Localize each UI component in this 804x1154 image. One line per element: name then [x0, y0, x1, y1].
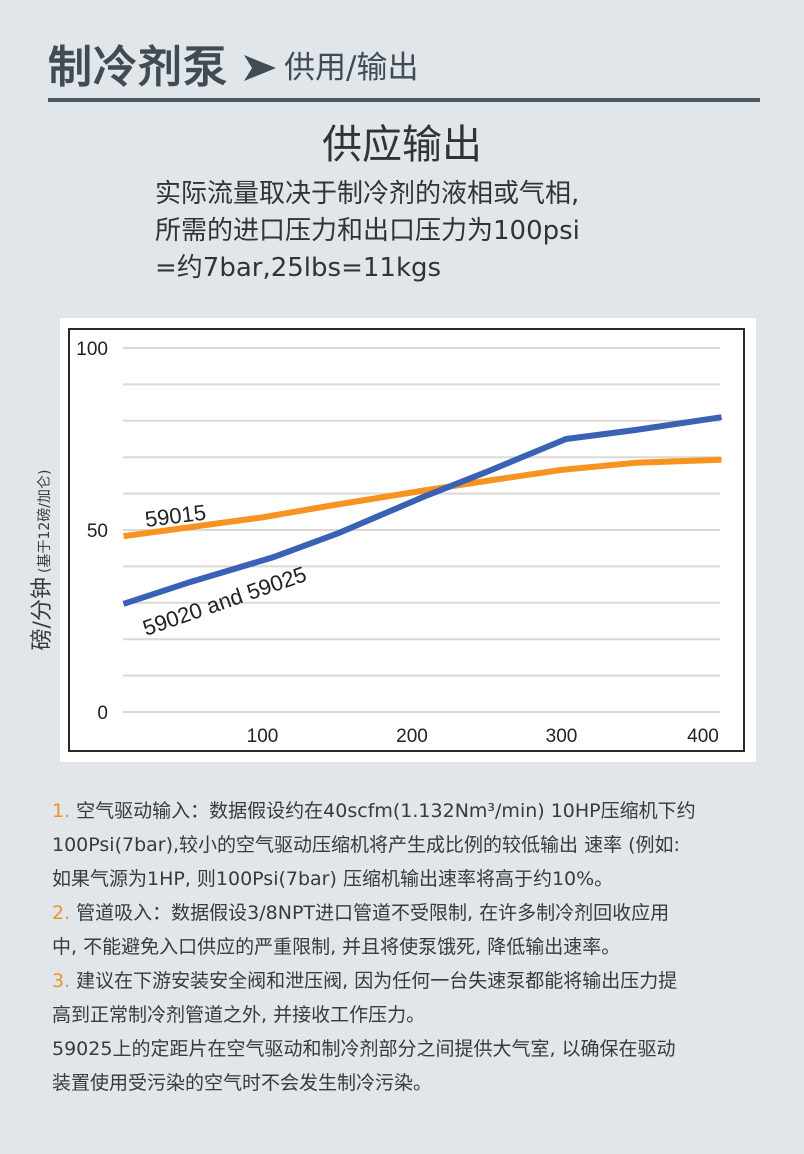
note-number: 1. — [52, 800, 77, 822]
x-tick-label: 200 — [396, 726, 428, 747]
note-text: 59025上的定距片在空气驱动和制冷剂部分之间提供大气室, 以确保在驱动 — [52, 1038, 676, 1060]
note-line: 装置使用受污染的空气时不会发生制冷污染。 — [52, 1066, 772, 1100]
y-axis-label-note: (基于12磅/加仑) — [37, 469, 53, 574]
header-title: 制冷剂泵 — [48, 42, 228, 93]
note-line: 高到正常制冷剂管道之外, 并接收工作压力。 — [52, 998, 772, 1032]
y-tick-label: 50 — [87, 521, 108, 542]
note-text: 中, 不能避免入口供应的严重限制, 并且将使泵饿死, 降低输出速率。 — [52, 936, 621, 958]
x-tick-label: 400 — [687, 726, 719, 747]
page-header: 制冷剂泵 供用/输出 — [48, 36, 760, 100]
note-line: 100Psi(7bar),较小的空气驱动压缩机将产生成比例的较低输出 速率 (例… — [52, 828, 772, 862]
chart-card: 0 50 100 100 200 300 400 59015 59020 and 59025 — [60, 318, 756, 762]
chart-frame — [68, 328, 745, 752]
note-line: 3. 建议在下游安装安全阀和泄压阀, 因为任何一台失速泵都能将输出压力提 — [52, 964, 772, 998]
note-text: 高到正常制冷剂管道之外, 并接收工作压力。 — [52, 1004, 426, 1026]
y-axis-label-main: 磅/分钟 — [30, 577, 55, 651]
arrow-right-icon — [244, 55, 276, 81]
note-line: 1. 空气驱动输入：数据假设约在40scfm(1.132Nm³/min) 10H… — [52, 794, 772, 828]
note-number: 2. — [52, 902, 77, 924]
x-tick-label: 300 — [546, 726, 578, 747]
note-line: 如果气源为1HP, 则100Psi(7bar) 压缩机输出速率将高于约10%。 — [52, 862, 772, 896]
y-tick-label: 100 — [76, 339, 108, 360]
note-text: 100Psi(7bar),较小的空气驱动压缩机将产生成比例的较低输出 速率 (例… — [52, 834, 680, 856]
y-axis-label: 磅/分钟 (基于12磅/加仑) — [24, 470, 56, 651]
intro-line: =约7bar,25lbs=11kgs — [155, 253, 442, 283]
header-subtitle: 供用/输出 — [284, 50, 419, 86]
note-number: 3. — [52, 970, 77, 992]
intro-text: 实际流量取决于制冷剂的液相或气相, 所需的进口压力和出口压力为100psi =约… — [155, 176, 715, 287]
note-text: 建议在下游安装安全阀和泄压阀, 因为任何一台失速泵都能将输出压力提 — [76, 970, 678, 992]
intro-line: 所需的进口压力和出口压力为100psi — [155, 216, 580, 246]
series-line-59020-59025 — [122, 414, 722, 607]
footnotes: 1. 空气驱动输入：数据假设约在40scfm(1.132Nm³/min) 10H… — [52, 794, 772, 1100]
x-tick-label: 100 — [247, 726, 279, 747]
section-title: 供应输出 — [322, 122, 482, 168]
y-tick-label: 0 — [97, 703, 108, 724]
note-line: 2. 管道吸入：数据假设3/8NPT进口管道不受限制, 在许多制冷剂回收应用 — [52, 896, 772, 930]
note-text: 空气驱动输入：数据假设约在40scfm(1.132Nm³/min) 10HP压缩… — [76, 800, 696, 822]
header-divider — [48, 98, 760, 102]
note-text: 管道吸入：数据假设3/8NPT进口管道不受限制, 在许多制冷剂回收应用 — [76, 902, 670, 924]
note-text: 如果气源为1HP, 则100Psi(7bar) 压缩机输出速率将高于约10%。 — [52, 868, 614, 890]
note-line: 59025上的定距片在空气驱动和制冷剂部分之间提供大气室, 以确保在驱动 — [52, 1032, 772, 1066]
note-text: 装置使用受污染的空气时不会发生制冷污染。 — [52, 1072, 433, 1094]
note-line: 中, 不能避免入口供应的严重限制, 并且将使泵饿死, 降低输出速率。 — [52, 930, 772, 964]
intro-line: 实际流量取决于制冷剂的液相或气相, — [155, 179, 580, 209]
